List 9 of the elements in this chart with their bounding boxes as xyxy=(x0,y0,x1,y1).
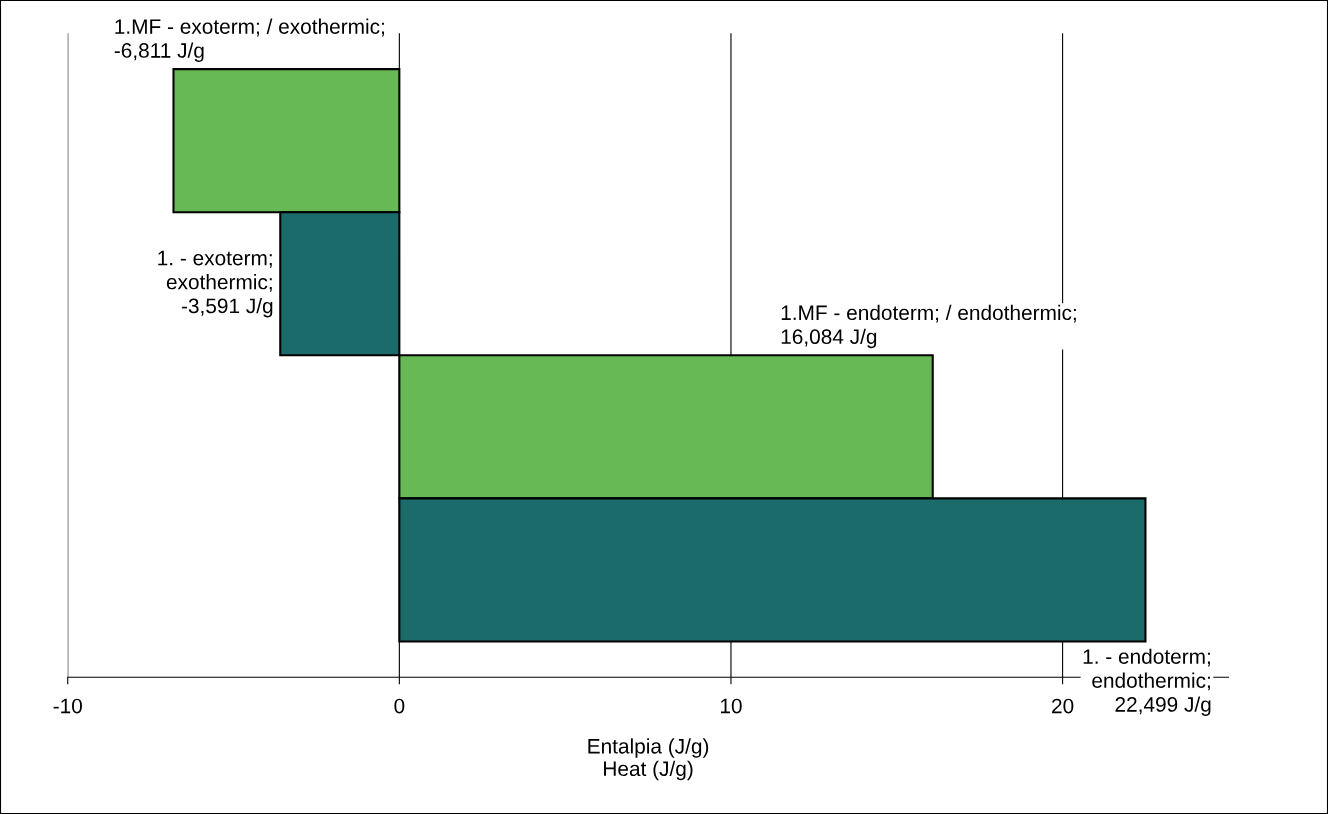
annotation: 1.MF - exoterm; / exothermic; -6,811 J/g xyxy=(114,18,384,62)
x-axis-title: Entalpia (J/g) Heat (J/g) xyxy=(588,738,709,781)
annotation: 1. - exoterm; exothermic; -3,591 J/g xyxy=(158,250,273,318)
annotation: 1.MF - endoterm; / endothermic; 16,084 J/g xyxy=(781,304,1076,349)
x-tick-label: 20 xyxy=(1052,698,1074,714)
x-tick-label: -10 xyxy=(53,698,82,714)
x-tick-label: 10 xyxy=(720,698,742,714)
annotation: 1. - endoterm; endothermic; 22,499 J/g xyxy=(1083,648,1211,716)
x-tick-label: 0 xyxy=(394,698,405,714)
